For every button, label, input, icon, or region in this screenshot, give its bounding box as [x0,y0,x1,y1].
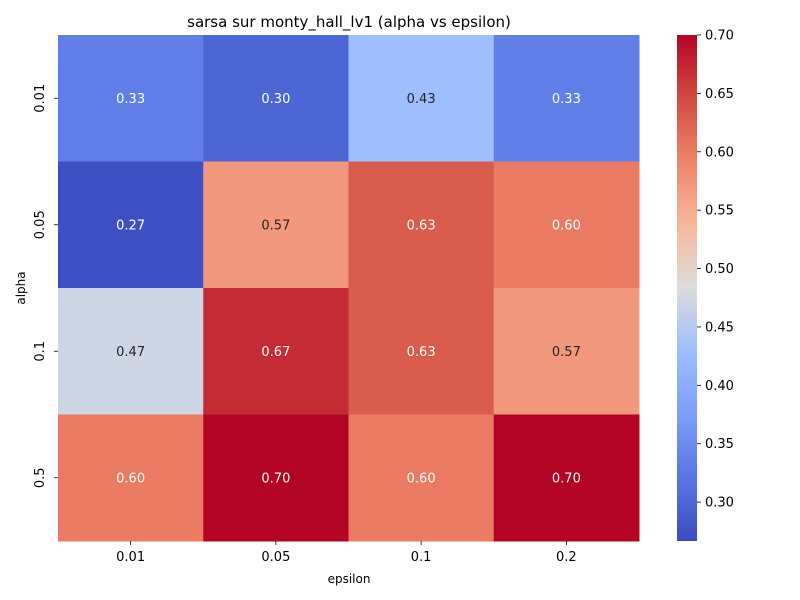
heatmap-cell [348,161,495,289]
cell-value-label: 0.47 [116,345,145,360]
heatmap-cell [203,161,349,289]
heatmap-cell [58,161,204,289]
x-axis-label: epsilon [328,572,371,586]
y-tick-label: 0.05 [33,210,48,239]
heatmap-cell [58,288,204,415]
cell-value-label: 0.30 [261,92,290,107]
heatmap-cell [58,414,204,542]
x-axis-ticks: 0.01 0.05 0.1 0.2 [116,541,577,565]
x-tick-label: 0.2 [556,550,577,565]
colorbar-tick-label: 0.65 [705,87,734,102]
cell-value-label: 0.57 [552,345,581,360]
heatmap-cell [348,35,495,162]
heatmap-cell [348,288,495,415]
heatmap-cell [493,414,640,542]
x-tick-label: 0.01 [116,550,145,565]
heatmap-cell [348,414,495,542]
cell-value-label: 0.43 [407,92,436,107]
cell-value-label: 0.57 [261,218,290,233]
cell-value-label: 0.60 [407,471,436,486]
cell-value-label: 0.63 [407,345,436,360]
colorbar-tick-label: 0.30 [705,496,734,511]
cell-value-label: 0.70 [552,471,581,486]
colorbar-tick-label: 0.50 [705,262,734,277]
colorbar-tick-label: 0.60 [705,145,734,160]
cell-value-label: 0.33 [116,92,145,107]
heatmap-cells [58,35,640,542]
x-tick-label: 0.05 [261,550,290,565]
x-tick-label: 0.1 [411,550,432,565]
heatmap-cell [203,414,349,542]
colorbar-tick-label: 0.35 [705,437,734,452]
colorbar-tick-label: 0.40 [705,379,734,394]
cell-annotations: 0.33 0.30 0.43 0.33 0.27 0.57 0.63 0.60 0.47 0.67… [116,92,581,487]
colorbar-ticks: 0.30 0.35 0.40 0.45 0.50 0.55 0.60 0.65 0.70 [697,29,734,511]
y-axis-label: alpha [14,271,28,304]
cell-value-label: 0.63 [407,218,436,233]
cell-value-label: 0.60 [552,218,581,233]
heatmap-cell [203,288,349,415]
cell-value-label: 0.67 [261,345,290,360]
cell-value-label: 0.60 [116,471,145,486]
y-tick-label: 0.1 [33,341,48,362]
heatmap-cell [58,35,204,162]
heatmap-cell [203,35,349,162]
heatmap-cell [493,288,640,415]
colorbar-tick-label: 0.45 [705,320,734,335]
y-tick-label: 0.5 [33,467,48,488]
y-axis-ticks: 0.01 0.05 0.1 0.5 [33,84,58,488]
cell-value-label: 0.70 [261,471,290,486]
colorbar [677,35,697,541]
heatmap-cell [493,35,640,162]
cell-value-label: 0.27 [116,218,145,233]
heatmap-cell [493,161,640,289]
chart-title: sarsa sur monty_hall_lv1 (alpha vs epsil… [187,13,511,32]
cell-value-label: 0.33 [552,92,581,107]
colorbar-tick-label: 0.55 [705,204,734,219]
colorbar-tick-label: 0.70 [705,29,734,44]
y-tick-label: 0.01 [33,84,48,113]
